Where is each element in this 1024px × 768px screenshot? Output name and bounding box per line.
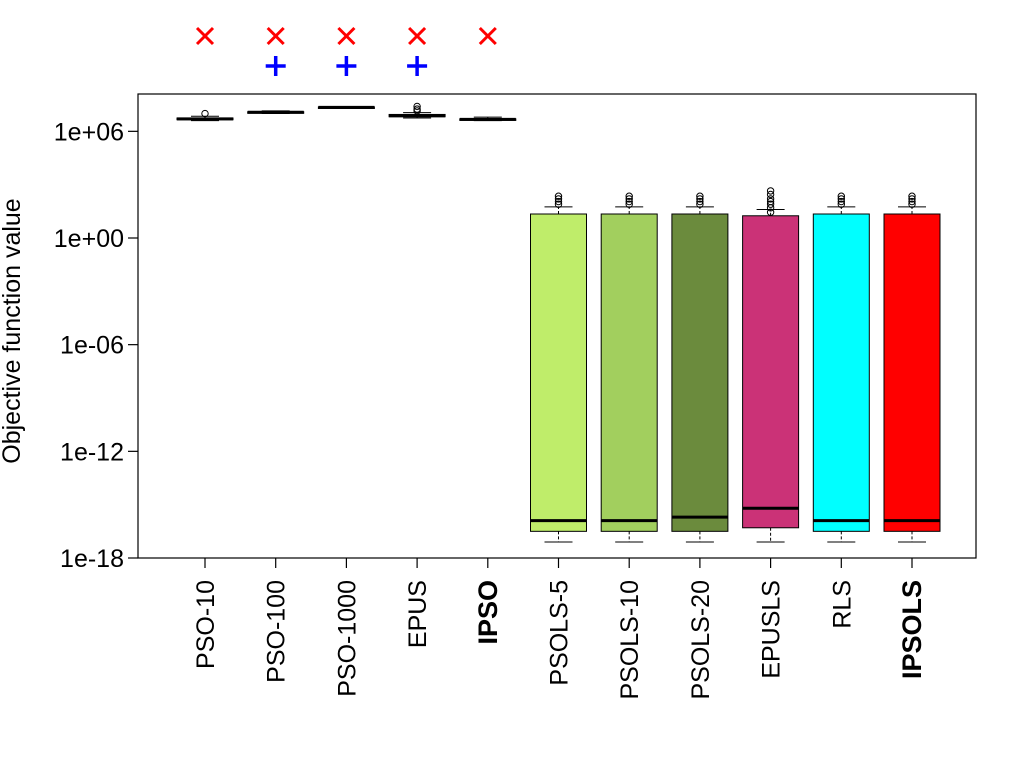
- x-category-label: RLS: [828, 580, 856, 629]
- y-tick-label: 1e-18: [60, 545, 124, 573]
- x-category-label: EPUS: [404, 580, 432, 648]
- outlier-point: [696, 195, 704, 203]
- outlier-point: [766, 195, 775, 203]
- significance-markers: [195, 26, 497, 76]
- y-tick-label: 1e+06: [54, 118, 124, 146]
- x-category-label: IPSOLS: [897, 580, 927, 679]
- x-category-label: PSOLS-5: [546, 580, 574, 686]
- outlier-point: [413, 105, 421, 113]
- box-body: [883, 213, 941, 532]
- box-pso-10: [176, 109, 234, 122]
- box-psols-20: [671, 192, 729, 543]
- outlier-point: [837, 197, 845, 206]
- box-body: [812, 213, 870, 532]
- marker-cross: [337, 26, 356, 46]
- outlier-point: [908, 192, 916, 200]
- outlier-point: [766, 200, 775, 208]
- marks-layer: [176, 102, 941, 543]
- outlier-point: [766, 187, 775, 195]
- marker-cross-stroke: [195, 26, 215, 46]
- marker-plus: [336, 56, 357, 76]
- box-body: [600, 213, 658, 532]
- outlier-point: [908, 197, 916, 206]
- plot-frame: [137, 93, 977, 559]
- y-axis-title: Objective function value: [0, 198, 26, 463]
- outlier-point: [554, 200, 563, 208]
- y-axis: 1e+06 1e+00 1e-06 1e-12 1e-18: [54, 118, 138, 573]
- outlier-point: [766, 208, 775, 216]
- marker-cross: [195, 26, 215, 46]
- box-body: [671, 213, 729, 532]
- box-ipsols: [883, 192, 941, 543]
- box-psols-10: [600, 192, 658, 543]
- marker-cross-stroke: [337, 26, 356, 46]
- outlier-point: [201, 109, 209, 118]
- box-ipso: [459, 116, 517, 122]
- outlier-point: [413, 102, 421, 111]
- y-tick-label: 1e-12: [60, 438, 124, 466]
- x-category-label: PSO-100: [263, 580, 291, 683]
- outlier-point: [696, 200, 704, 208]
- box-body: [530, 213, 587, 532]
- box-pso-100: [247, 110, 305, 115]
- outlier-point: [625, 192, 633, 200]
- outlier-point: [554, 197, 563, 206]
- box-pso-1000: [317, 105, 375, 109]
- marker-cross: [478, 26, 497, 46]
- box-epus: [388, 102, 446, 119]
- outlier-point: [554, 192, 563, 200]
- x-axis: PSO-10 PSO-100 PSO-1000 EPUS IPSO PSOLS-5 PSOL…: [192, 558, 927, 700]
- outlier-point: [908, 195, 916, 203]
- box-body: [742, 215, 800, 529]
- x-category-label: EPUSLS: [758, 580, 786, 679]
- marker-plus: [265, 56, 286, 76]
- x-category-label: IPSO: [473, 580, 503, 645]
- outlier-point: [837, 192, 845, 200]
- marker-cross: [408, 26, 427, 46]
- marker-cross-stroke: [266, 26, 285, 46]
- x-category-label: PSOLS-20: [687, 580, 715, 700]
- outlier-point: [625, 197, 633, 206]
- outlier-point: [766, 190, 775, 199]
- outlier-point: [625, 195, 633, 203]
- x-category-label: PSO-1000: [333, 580, 361, 697]
- box-epusls: [742, 187, 800, 543]
- outlier-point: [837, 195, 845, 203]
- x-category-label: PSOLS-10: [616, 580, 644, 700]
- outlier-point: [766, 197, 775, 206]
- y-tick-label: 1e+00: [54, 225, 124, 253]
- box-rls: [812, 192, 870, 543]
- outlier-point: [554, 195, 563, 203]
- outlier-point: [696, 192, 704, 200]
- marker-cross-stroke: [478, 26, 497, 46]
- marker-plus: [407, 56, 428, 76]
- outlier-point: [837, 200, 845, 208]
- marker-cross: [266, 26, 285, 46]
- outlier-point: [908, 200, 916, 208]
- x-category-label: PSO-10: [192, 580, 220, 669]
- outlier-point: [625, 200, 633, 208]
- box-psols-5: [530, 192, 587, 543]
- marker-cross-stroke: [408, 26, 427, 46]
- outlier-point: [696, 197, 704, 206]
- y-tick-label: 1e-06: [60, 332, 124, 360]
